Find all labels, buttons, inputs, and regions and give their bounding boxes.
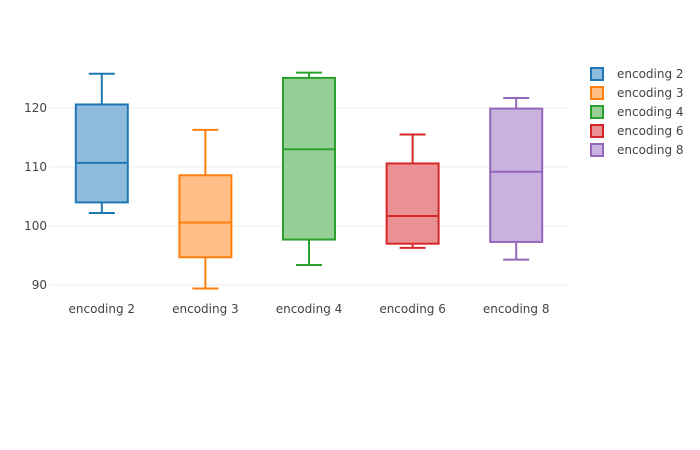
legend-swatch (590, 86, 604, 100)
y-tick-label: 90 (32, 278, 47, 292)
legend-swatch (590, 143, 604, 157)
legend-label: encoding 2 (617, 67, 684, 81)
box-encoding-2 (74, 72, 129, 215)
iqr-box (178, 174, 233, 259)
box-encoding-4 (282, 71, 336, 266)
x-tick-label: encoding 8 (483, 302, 550, 316)
legend-item-encoding-3[interactable]: encoding 3 (590, 86, 684, 100)
y-axis-tick-labels: 90 100 110 120 (24, 101, 47, 292)
legend-swatch (590, 67, 604, 81)
box-series (74, 71, 544, 290)
legend-label: encoding 4 (617, 105, 684, 119)
y-tick-label: 120 (24, 101, 47, 115)
iqr-box (385, 162, 440, 245)
x-axis-tick-labels: encoding 2 encoding 3 encoding 4 encoding 6… (69, 302, 550, 316)
iqr-box (282, 76, 336, 241)
legend-label: encoding 3 (617, 86, 684, 100)
iqr-box (74, 103, 129, 204)
legend-item-encoding-8[interactable]: encoding 8 (590, 143, 684, 157)
legend-label: encoding 6 (617, 124, 684, 138)
x-tick-label: encoding 4 (276, 302, 343, 316)
y-tick-label: 100 (24, 219, 47, 233)
x-tick-label: encoding 6 (379, 302, 446, 316)
legend[interactable]: encoding 2 encoding 3 encoding 4 encoding 6… (590, 67, 684, 157)
y-tick-label: 110 (24, 160, 47, 174)
legend-swatch (590, 124, 604, 138)
legend-item-encoding-4[interactable]: encoding 4 (590, 105, 684, 119)
legend-item-encoding-6[interactable]: encoding 6 (590, 124, 684, 138)
box-encoding-6 (385, 133, 440, 249)
legend-swatch (590, 105, 604, 119)
legend-label: encoding 8 (617, 143, 684, 157)
x-tick-label: encoding 3 (172, 302, 239, 316)
box-encoding-8 (489, 96, 544, 261)
iqr-box (489, 107, 544, 243)
legend-item-encoding-2[interactable]: encoding 2 (590, 67, 684, 81)
box-encoding-3 (178, 128, 233, 290)
x-tick-label: encoding 2 (69, 302, 136, 316)
